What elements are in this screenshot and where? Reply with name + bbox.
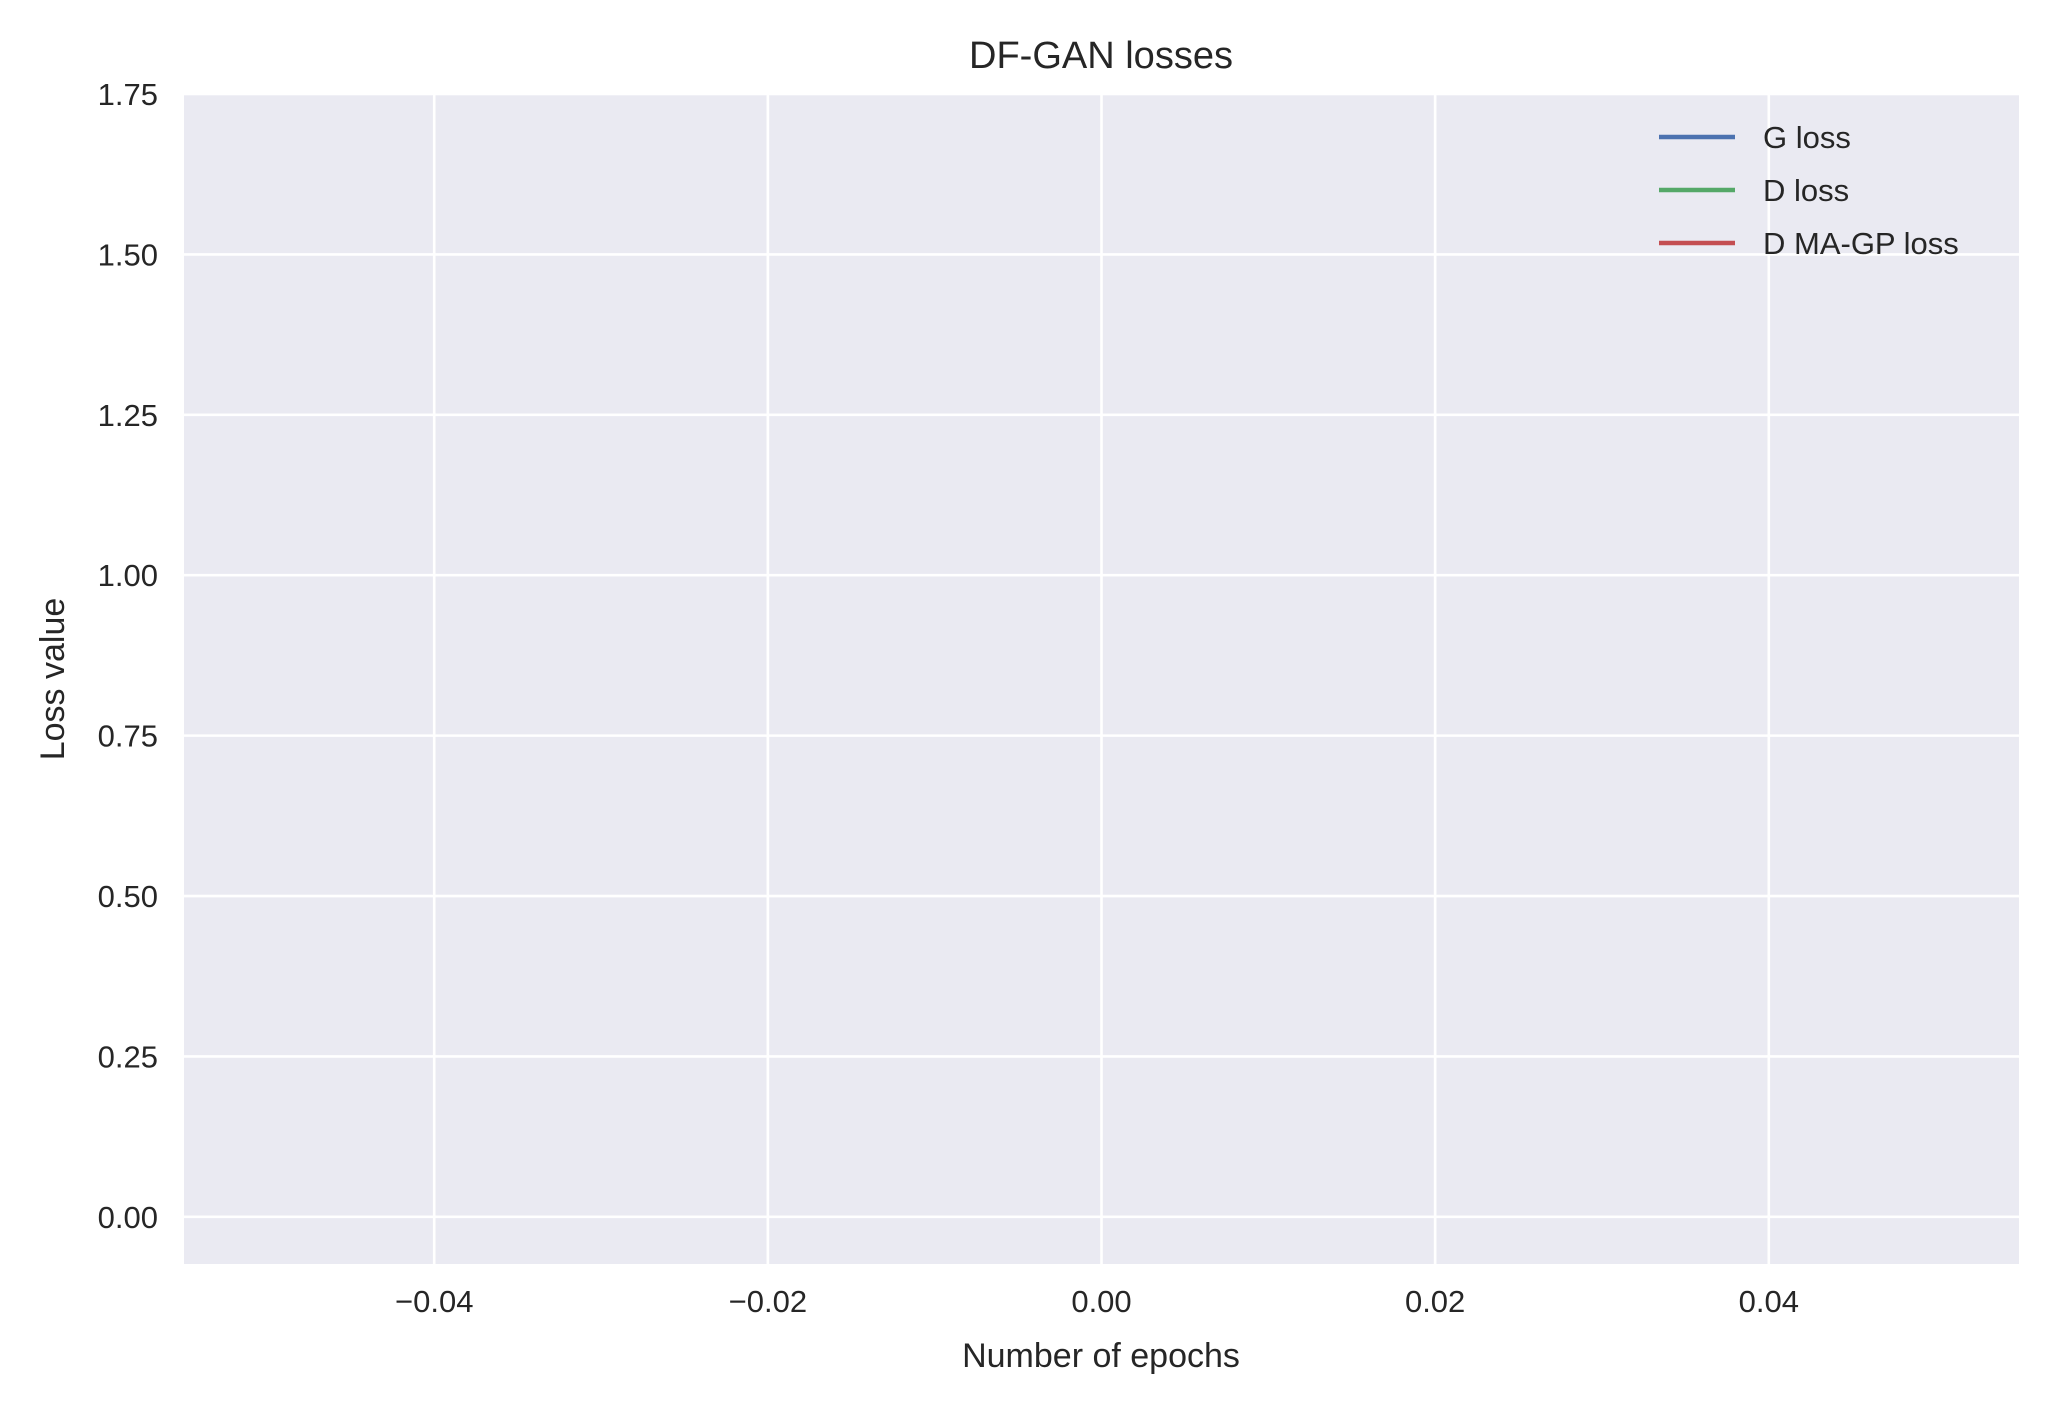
y-tick-label: 0.25 (98, 1039, 158, 1074)
x-tick-label: 0.00 (1071, 1284, 1131, 1319)
x-tick-label: 0.02 (1405, 1284, 1465, 1319)
legend: G loss D loss D MA-GP loss (1659, 120, 1959, 261)
legend-label-1: D loss (1763, 173, 1849, 208)
y-tick-label: 1.50 (98, 237, 158, 272)
y-axis-label: Loss value (34, 598, 72, 761)
y-tick-label: 0.75 (98, 719, 158, 754)
grid-lines (184, 92, 2019, 1264)
y-tick-label: 1.75 (98, 77, 158, 112)
legend-label-0: G loss (1763, 120, 1851, 155)
y-tick-label: 0.00 (98, 1200, 158, 1235)
x-axis-ticks: −0.04 −0.02 0.00 0.02 0.04 (395, 1284, 1799, 1319)
y-axis-ticks: 0.00 0.25 0.50 0.75 1.00 1.25 1.50 1.75 (98, 77, 158, 1235)
x-tick-label: −0.04 (395, 1284, 473, 1319)
chart-title: DF-GAN losses (969, 35, 1233, 77)
y-tick-label: 0.50 (98, 879, 158, 914)
y-tick-label: 1.25 (98, 398, 158, 433)
legend-label-2: D MA-GP loss (1763, 226, 1959, 261)
y-tick-label: 1.00 (98, 558, 158, 593)
x-tick-label: −0.02 (729, 1284, 807, 1319)
x-axis-label: Number of epochs (962, 1337, 1240, 1375)
x-tick-label: 0.04 (1739, 1284, 1799, 1319)
